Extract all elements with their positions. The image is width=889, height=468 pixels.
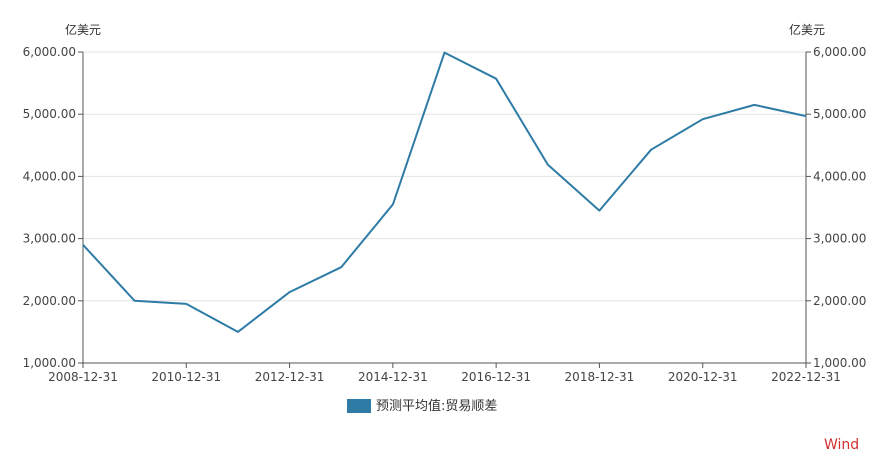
wind-watermark: Wind: [824, 437, 859, 453]
gridlines: [83, 51, 806, 364]
y-tick-label-right: 6,000.00: [813, 45, 866, 59]
y-tick-label-right: 5,000.00: [813, 107, 866, 121]
y-tick-label-left: 3,000.00: [23, 232, 76, 246]
legend[interactable]: 预测平均值:贸易顺差: [347, 398, 497, 414]
x-tick-label: 2010-12-31: [151, 370, 221, 384]
y-tick-label-left: 2,000.00: [23, 294, 76, 308]
y-axis-label-left: 亿美元: [65, 22, 101, 37]
series-line: [82, 51, 807, 333]
y-tick-label-right: 4,000.00: [813, 169, 866, 183]
x-tick-label: 2022-12-31: [771, 370, 841, 384]
legend-swatch: [347, 399, 371, 413]
series-layer: [82, 51, 807, 333]
x-tick-label: 2018-12-31: [565, 370, 635, 384]
x-tick-label: 2016-12-31: [461, 370, 531, 384]
y-tick-label-left: 1,000.00: [23, 356, 76, 370]
axes: 1,000.00 1,000.00 2,000.00 2,000.00 3,000.00…: [23, 45, 867, 384]
x-tick-label: 2020-12-31: [668, 370, 738, 384]
y-tick-label-left: 6,000.00: [23, 45, 76, 59]
y-tick-label-right: 1,000.00: [813, 356, 866, 370]
x-tick-label: 2008-12-31: [48, 370, 118, 384]
y-tick-label-right: 2,000.00: [813, 294, 866, 308]
y-axis-label-right: 亿美元: [789, 22, 825, 37]
x-tick-label: 2012-12-31: [255, 370, 325, 384]
legend-label: 预测平均值:贸易顺差: [376, 398, 497, 414]
y-tick-label-left: 5,000.00: [23, 107, 76, 121]
y-tick-label-right: 3,000.00: [813, 232, 866, 246]
y-tick-label-left: 4,000.00: [23, 169, 76, 183]
x-tick-label: 2014-12-31: [358, 370, 428, 384]
